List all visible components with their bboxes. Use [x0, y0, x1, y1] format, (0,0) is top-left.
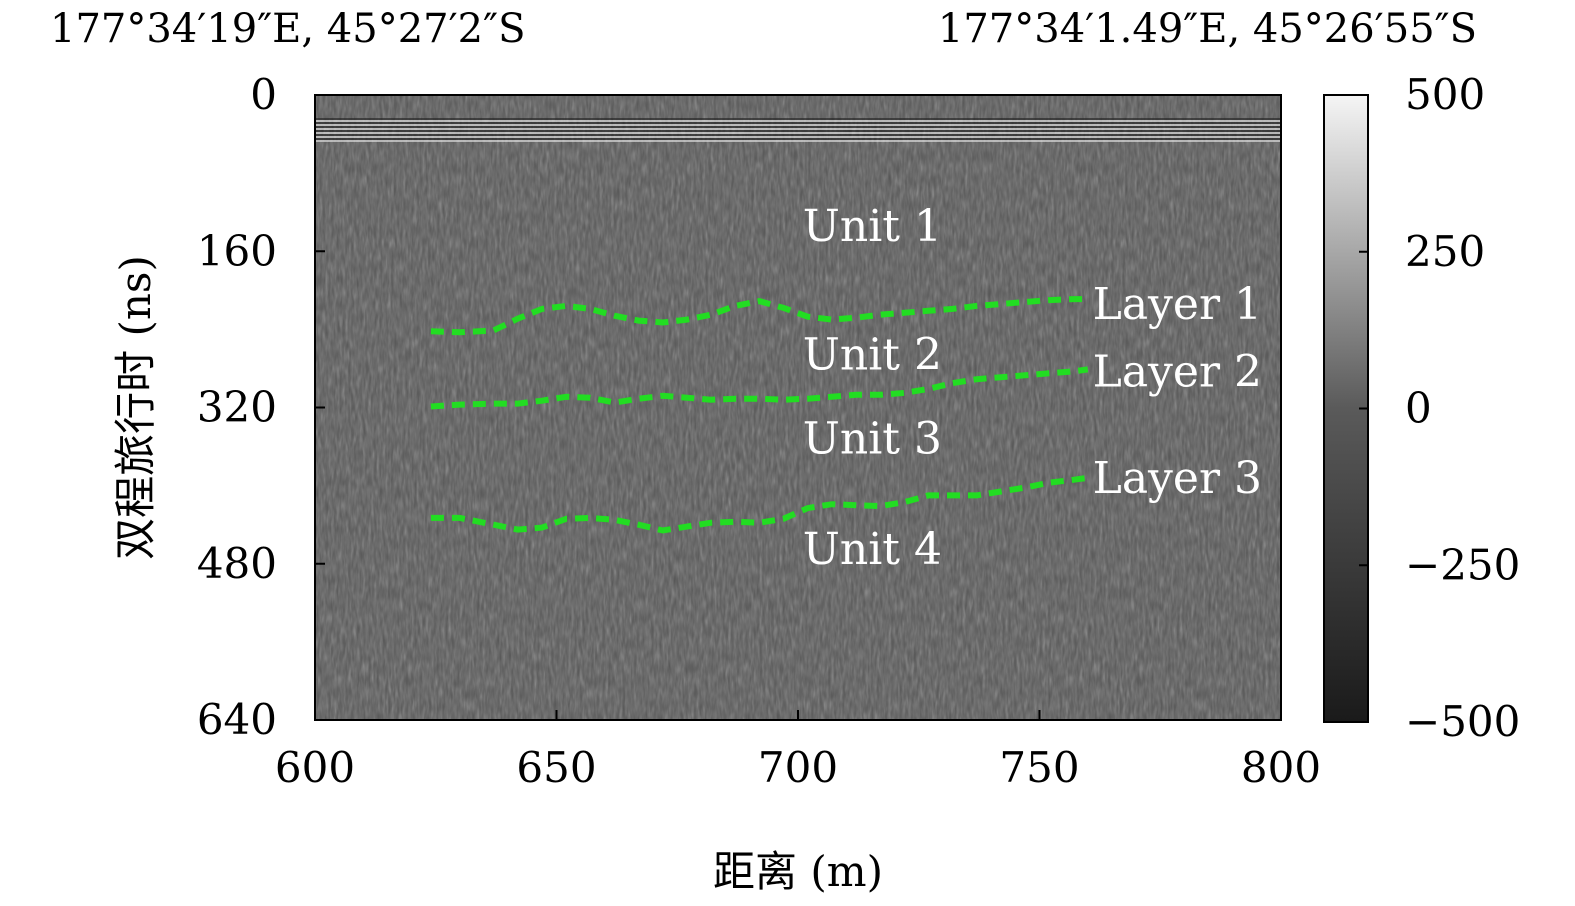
- annotation-unit-2: Unit 2: [803, 330, 942, 381]
- annotation-layer-1: Layer 1: [1093, 279, 1262, 330]
- colorbar-tick-label: 250: [1405, 227, 1485, 276]
- colorbar: 500 250 0 −250 −500: [1323, 70, 1520, 746]
- colorbar-tick-label: −250: [1405, 540, 1520, 589]
- y-axis-label: 双程旅行时 (ns): [111, 255, 160, 560]
- start-coordinate-label: 177°34′19″E, 45°27′2″S: [50, 6, 526, 52]
- colorbar-tick-label: −500: [1405, 697, 1520, 746]
- y-tick-label: 480: [197, 539, 277, 588]
- x-tick-label: 600: [275, 743, 355, 792]
- colorbar-ticks: 500 250 0 −250 −500: [1359, 70, 1520, 746]
- colorbar-tick-label: 0: [1405, 384, 1432, 433]
- y-tick-label: 640: [197, 695, 277, 744]
- y-tick-label: 160: [197, 226, 277, 275]
- x-axis-label: 距离 (m): [713, 847, 883, 896]
- end-coordinate-label: 177°34′1.49″E, 45°26′55″S: [937, 6, 1477, 52]
- annotation-unit-1: Unit 1: [803, 201, 942, 252]
- annotation-unit-4: Unit 4: [803, 524, 942, 575]
- annotation-layer-2: Layer 2: [1093, 346, 1262, 397]
- x-tick-label: 650: [516, 743, 596, 792]
- x-tick-label: 800: [1241, 743, 1321, 792]
- y-axis: 0 160 320 480 640: [197, 70, 325, 744]
- colorbar-tick-label: 500: [1405, 70, 1485, 119]
- layer-line-2: [430, 366, 1089, 410]
- surface-reflection-bands: [315, 118, 1281, 142]
- annotation-layer-3: Layer 3: [1093, 453, 1262, 504]
- radargram-texture: [315, 95, 1281, 720]
- layer-line-1: [430, 296, 1088, 336]
- y-tick-label: 320: [197, 383, 277, 432]
- x-axis: 600 650 700 750 800: [275, 710, 1321, 792]
- layer-line-3: [430, 474, 1089, 534]
- annotations: Unit 1 Unit 2 Unit 3 Unit 4 Layer 1 Layer 2 La…: [803, 201, 1262, 575]
- x-tick-label: 700: [758, 743, 838, 792]
- layer-lines: [430, 296, 1089, 534]
- x-tick-label: 750: [999, 743, 1079, 792]
- plot-area: [314, 94, 1282, 721]
- y-tick-label: 0: [250, 70, 277, 119]
- annotation-unit-3: Unit 3: [803, 414, 942, 465]
